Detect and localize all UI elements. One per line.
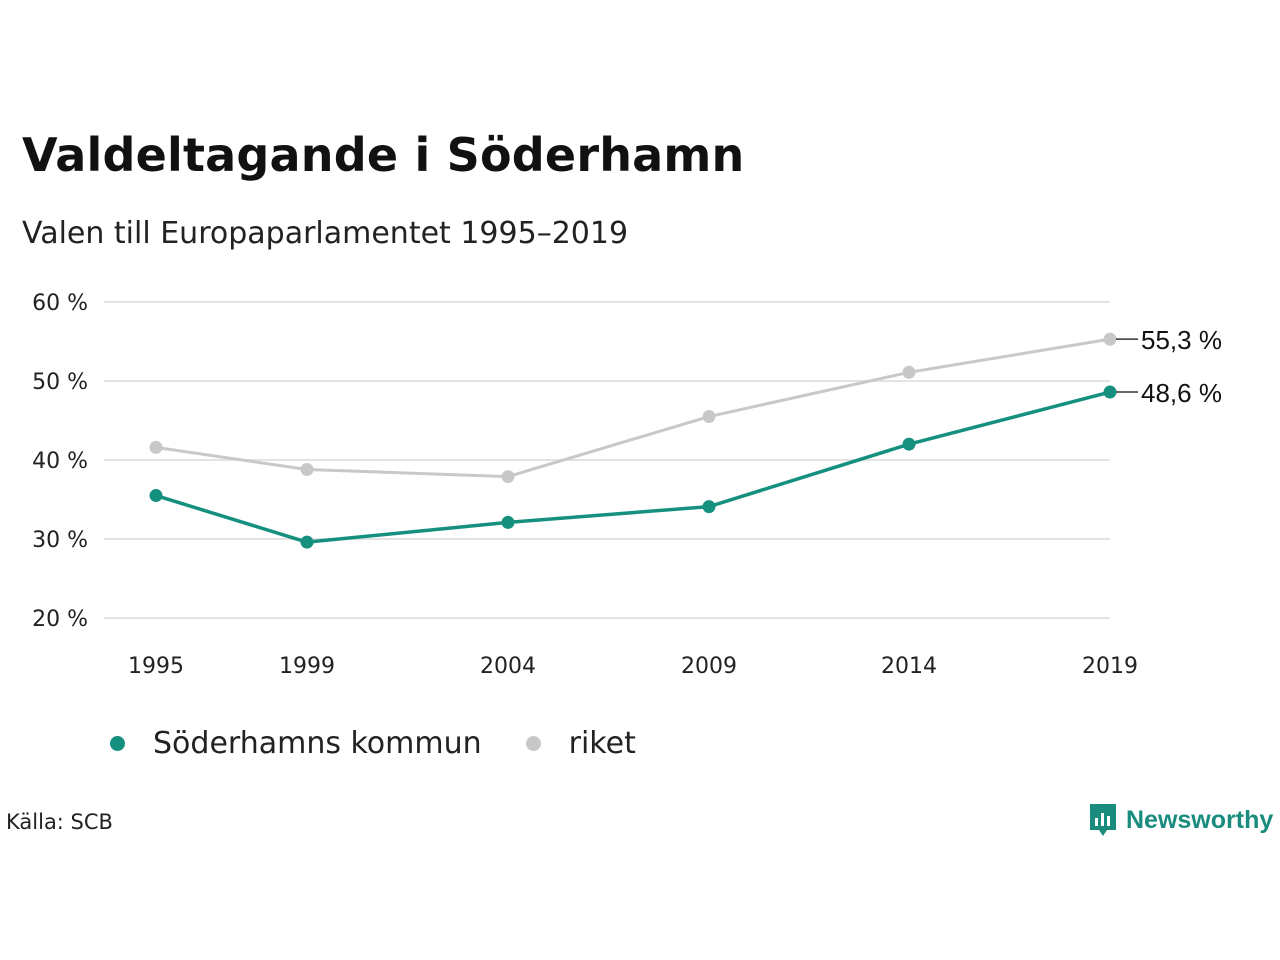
legend-dot-riket xyxy=(525,736,541,751)
x-tick-label: 2014 xyxy=(881,654,937,679)
series-line-riket xyxy=(155,337,1111,479)
line-chart: 20 % 30 % 40 % 50 % 60 % 1995 1999 2004 2009 2014… xyxy=(32,291,1222,679)
y-tick-label: 60 % xyxy=(32,291,88,316)
legend-item-riket: riket xyxy=(525,726,636,761)
source-note: Källa: SCB xyxy=(6,810,113,834)
data-point-riket xyxy=(501,470,515,484)
legend: Söderhamns kommun riket xyxy=(110,726,680,761)
legend-dot-kommun xyxy=(110,736,125,751)
end-label-kommun: 48,6 % xyxy=(1141,378,1222,408)
x-tick-label: 2009 xyxy=(681,654,737,679)
chart-subtitle: Valen till Europaparlamentet 1995–2019 xyxy=(22,216,629,251)
x-tick-label: 2019 xyxy=(1082,654,1138,679)
legend-label-riket: riket xyxy=(568,726,636,761)
x-tick-label: 1995 xyxy=(128,654,184,679)
x-tick-label: 2004 xyxy=(480,654,536,679)
data-point-kommun xyxy=(902,437,916,451)
data-point-riket xyxy=(149,440,163,454)
data-point-kommun xyxy=(300,535,314,549)
data-point-kommun xyxy=(501,515,515,529)
data-point-riket xyxy=(300,462,314,476)
series-line-kommun xyxy=(155,390,1111,544)
chart-title: Valdeltagande i Söderhamn xyxy=(22,128,745,182)
data-point-riket xyxy=(1103,332,1117,346)
y-tick-label: 40 % xyxy=(32,449,88,474)
newsworthy-logo-icon xyxy=(1090,804,1116,836)
brand-name: Newsworthy xyxy=(1126,805,1274,834)
brand: Newsworthy xyxy=(1088,802,1273,838)
y-tick-label: 30 % xyxy=(32,528,88,553)
x-tick-label: 1999 xyxy=(279,654,335,679)
legend-label-kommun: Söderhamns kommun xyxy=(153,726,482,761)
end-label-riket: 55,3 % xyxy=(1141,325,1222,355)
data-point-kommun xyxy=(1103,385,1117,399)
data-point-kommun xyxy=(702,500,716,514)
y-tick-label: 50 % xyxy=(32,370,88,395)
data-point-riket xyxy=(902,365,916,379)
legend-item-kommun: Söderhamns kommun xyxy=(110,726,482,761)
data-point-riket xyxy=(702,410,716,424)
data-point-kommun xyxy=(149,489,163,503)
y-tick-label: 20 % xyxy=(32,607,88,632)
